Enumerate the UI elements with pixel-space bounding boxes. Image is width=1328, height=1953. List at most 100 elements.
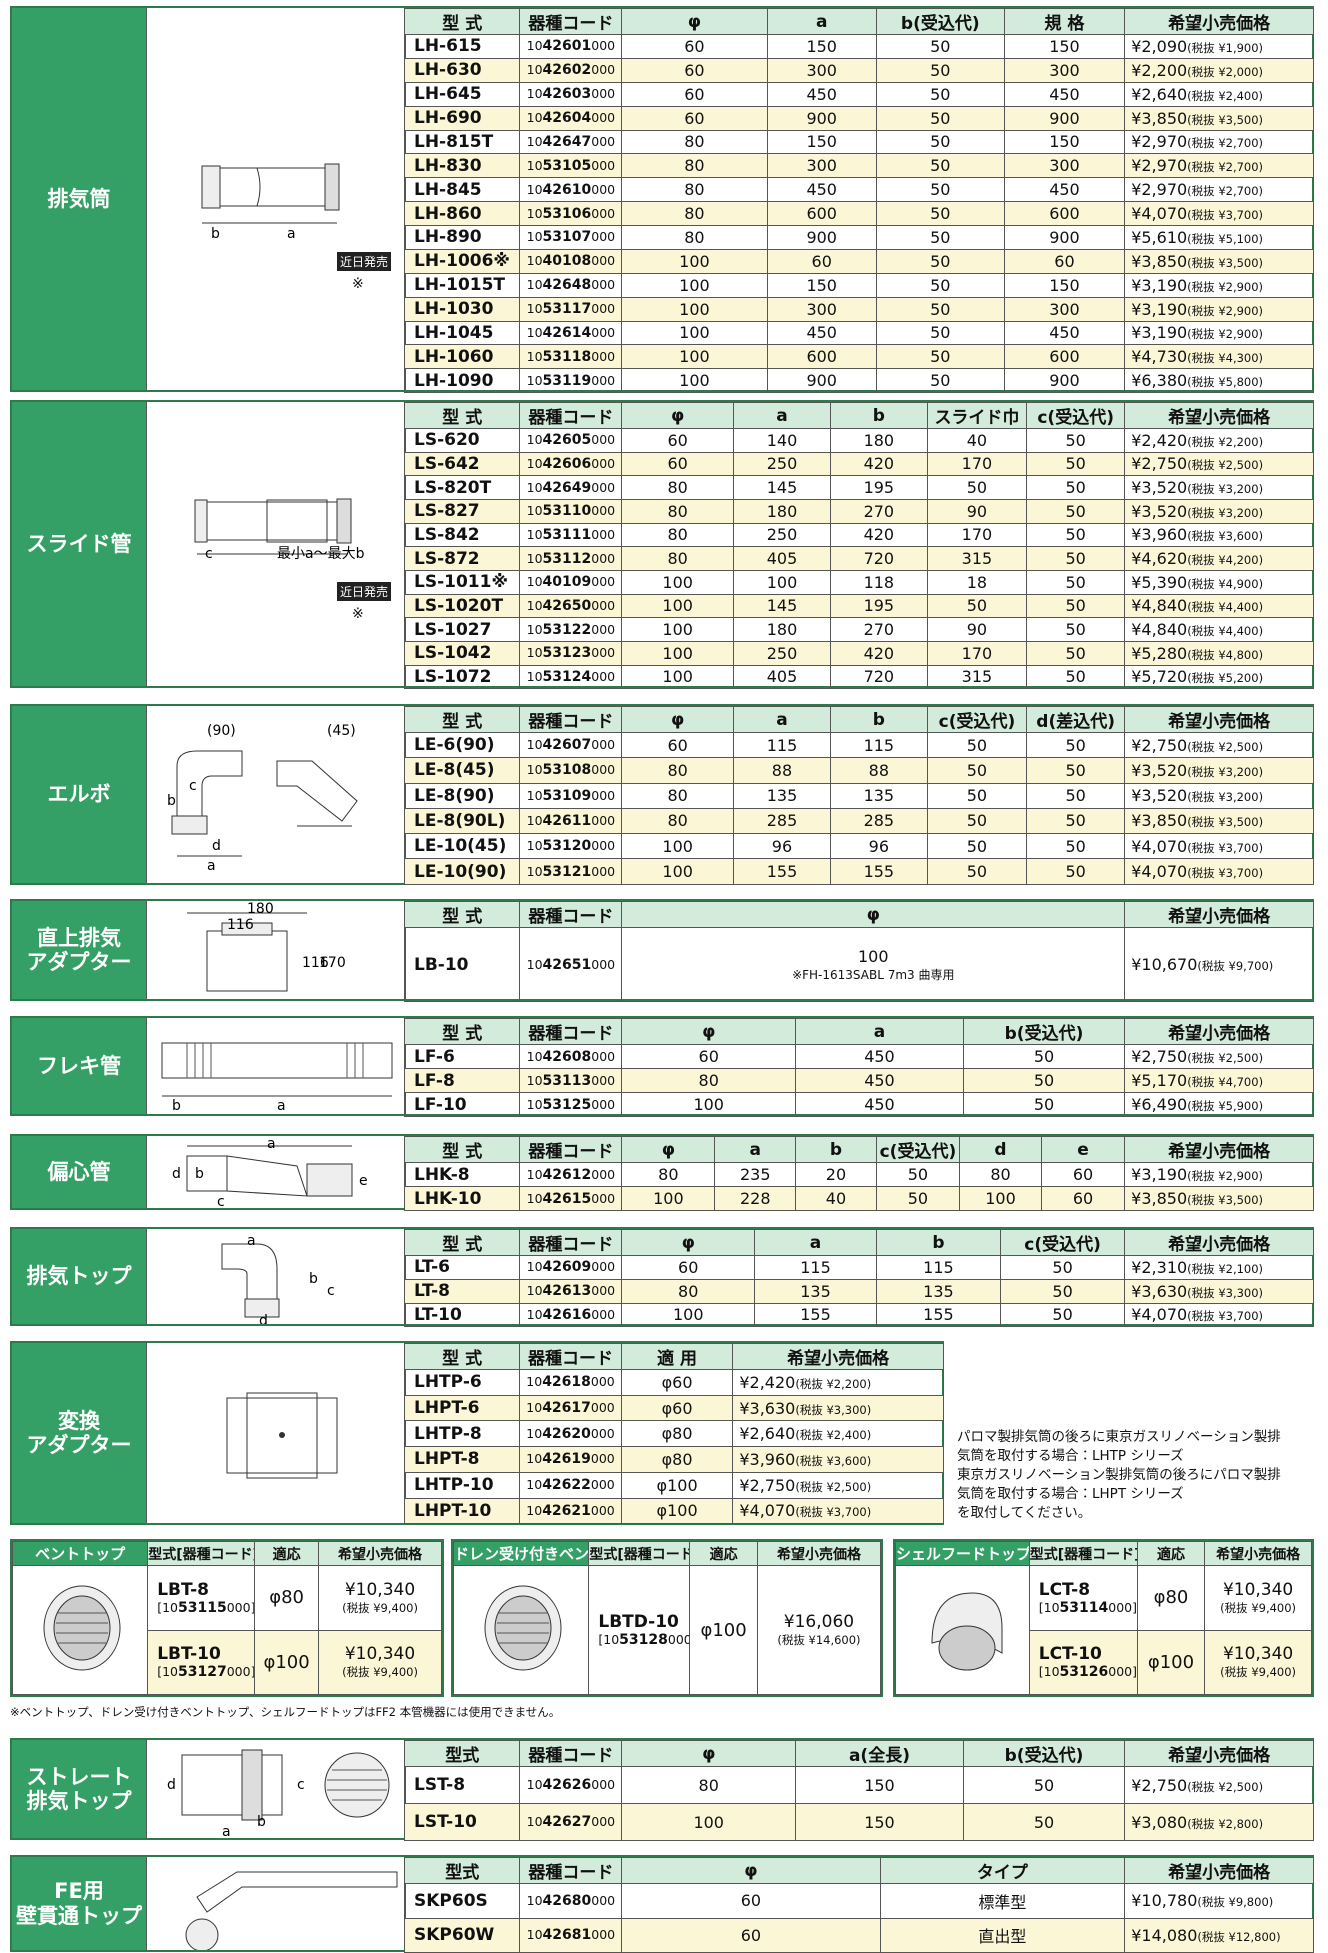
cell: 180: [829, 428, 928, 453]
code-part: 40108: [542, 253, 592, 270]
conversion-note: パロマ製排気筒の後ろに東京ガスリノベーション製排 気筒を取付する場合：LHTP シ…: [957, 1428, 1281, 1523]
cell: LE-8(90L): [403, 807, 521, 835]
code-part: 42647: [542, 133, 592, 150]
code-part: 000: [591, 812, 616, 828]
vent-art: [931, 1592, 1003, 1671]
section: スライド管 c 最小a～最大b 近日発売 ※ 型 式器種コード φ a b スライド巾 c(受込代)…: [10, 400, 1314, 690]
cell: LBT-8 [1053115000]: [147, 1565, 256, 1631]
code-part: 42606: [542, 455, 592, 472]
cell: 145: [733, 593, 831, 619]
product-image: [895, 1565, 1030, 1695]
price-tax: (税抜 ¥2,700): [1187, 136, 1264, 151]
cell: LH-830: [403, 153, 521, 179]
section-label: 偏心管: [12, 1136, 146, 1208]
code-part: 42611: [542, 812, 592, 829]
cell: ¥3,850(税抜 ¥3,500): [1124, 105, 1314, 131]
cell: 50: [962, 1803, 1126, 1841]
cell: 60: [1040, 1162, 1126, 1187]
cell: ¥3,850(税抜 ¥3,500): [1124, 1186, 1314, 1211]
section-label: エルボ: [12, 706, 146, 883]
code-part: 53128: [619, 1632, 668, 1648]
vent-title: ベントトップ: [11, 1541, 149, 1566]
shape: [246, 1392, 318, 1479]
row: LE-8(90) 1053109000 80 135 135 50 50 ¥3,520(税抜 …: [403, 782, 1314, 809]
cell: ¥2,090(税抜 ¥1,900): [1124, 34, 1314, 59]
shape: [324, 163, 340, 211]
price-tax: (税抜 ¥2,400): [795, 1428, 872, 1443]
cell: 1053106000: [519, 201, 623, 226]
cell: 115: [875, 1255, 1002, 1280]
code-part: 10: [526, 1096, 543, 1112]
price: ¥3,080: [1131, 1812, 1188, 1832]
column-header: b: [829, 706, 928, 733]
cell: 1042626000: [519, 1766, 623, 1804]
code-part: 42619: [542, 1451, 591, 1468]
price-tax: (税抜 ¥9,700): [1197, 959, 1274, 973]
cell: LH-690: [403, 105, 521, 131]
price-tax: (税抜 ¥3,500): [1187, 1193, 1264, 1207]
price-table: 型 式器種コード φ a b(受込代) 規 格希望小売価格 LH-615 104260100…: [403, 8, 1314, 394]
row: LHTP-8 1042620000 φ80 ¥2,640(税抜 ¥2,400): [403, 1420, 944, 1448]
cell: 315: [926, 664, 1028, 690]
code-part: 53109: [542, 787, 592, 804]
cell: 100: [621, 296, 768, 322]
code-part: 000: [590, 1425, 615, 1441]
section: 偏心管 a d b c e 型 式器種コード φ a b c(受込代) d e 希望小売価格 LHK-8 10…: [10, 1134, 1314, 1211]
price: ¥10,670: [1131, 955, 1198, 974]
row: LHTP-6 1042618000 φ60 ¥2,420(税抜 ¥2,200): [403, 1369, 944, 1396]
section: FE用 壁貫通トップ 型式 器種コード φ タイプ 希望小売価格 SKP60S 10426800…: [10, 1855, 1314, 1953]
dimension-label: d: [167, 1777, 176, 1793]
cell: ¥2,420(税抜 ¥2,200): [732, 1369, 944, 1396]
column-header: a: [754, 1229, 877, 1256]
cell: 150: [766, 34, 877, 59]
cell: 50: [926, 833, 1028, 860]
code-part: 000: [591, 1259, 616, 1275]
code-part: 10: [526, 1477, 543, 1493]
cell: LT-6: [403, 1255, 521, 1280]
label-line: スライド管: [26, 531, 132, 556]
row: LH-1045 1042614000 100 450 50 450 ¥3,190(税抜 ¥2…: [403, 320, 1314, 346]
label-line: アダプター: [26, 1433, 132, 1457]
cell: 450: [766, 81, 877, 107]
column-header: a: [766, 8, 877, 35]
cell: LHPT-10: [403, 1497, 521, 1525]
cell: 60: [621, 1917, 881, 1953]
price: ¥2,750: [1131, 735, 1188, 755]
cell: ¥4,730(税抜 ¥4,300): [1124, 344, 1314, 370]
price: ¥2,750: [1131, 454, 1188, 474]
code-part: 42621: [542, 1502, 591, 1519]
cell: 150: [1003, 272, 1126, 298]
cell: 96: [733, 833, 831, 860]
price-tax: (税抜 ¥3,700): [1187, 866, 1264, 881]
model-name: LBT-10: [157, 1644, 221, 1665]
code-part: 42608: [542, 1048, 592, 1065]
column-header: 希望小売価格: [756, 1541, 882, 1566]
code-part: 42617: [542, 1400, 591, 1417]
label-line: エルボ: [47, 782, 111, 807]
cell: LH-630: [403, 57, 521, 83]
code-part: 10: [526, 574, 543, 590]
row: LT-6 1042609000 60 115 115 50 ¥2,310(税抜 ¥2,100…: [403, 1255, 1314, 1280]
cell: 100: [621, 569, 735, 595]
diagram: d c a b: [146, 1740, 406, 1838]
dimension-label: 116: [302, 955, 329, 971]
row: LS-820T 1042649000 80 145 195 50 50 ¥3,520(税抜 ¥…: [403, 475, 1314, 500]
price-tax: (税抜 ¥3,500): [1187, 112, 1264, 127]
price: ¥2,090: [1131, 36, 1188, 56]
code-part: 10: [526, 348, 543, 364]
cell: 900: [1003, 368, 1126, 394]
cell: 420: [829, 522, 928, 548]
cell: LH-1090: [403, 368, 521, 394]
note-line: パロマ製排気筒の後ろに東京ガスリノベーション製排: [957, 1429, 1281, 1445]
column-header: φ: [621, 1229, 756, 1256]
cell: LT-8: [403, 1278, 521, 1304]
code-part: 10: [526, 1451, 543, 1467]
price: ¥10,340: [344, 1579, 416, 1600]
price-tax: (税抜 ¥2,500): [795, 1479, 872, 1494]
cell: 50: [1026, 498, 1126, 524]
price: ¥10,340: [344, 1644, 416, 1665]
cell: 60: [1003, 248, 1126, 274]
cell: 600: [766, 201, 877, 226]
shape: [241, 1749, 263, 1821]
